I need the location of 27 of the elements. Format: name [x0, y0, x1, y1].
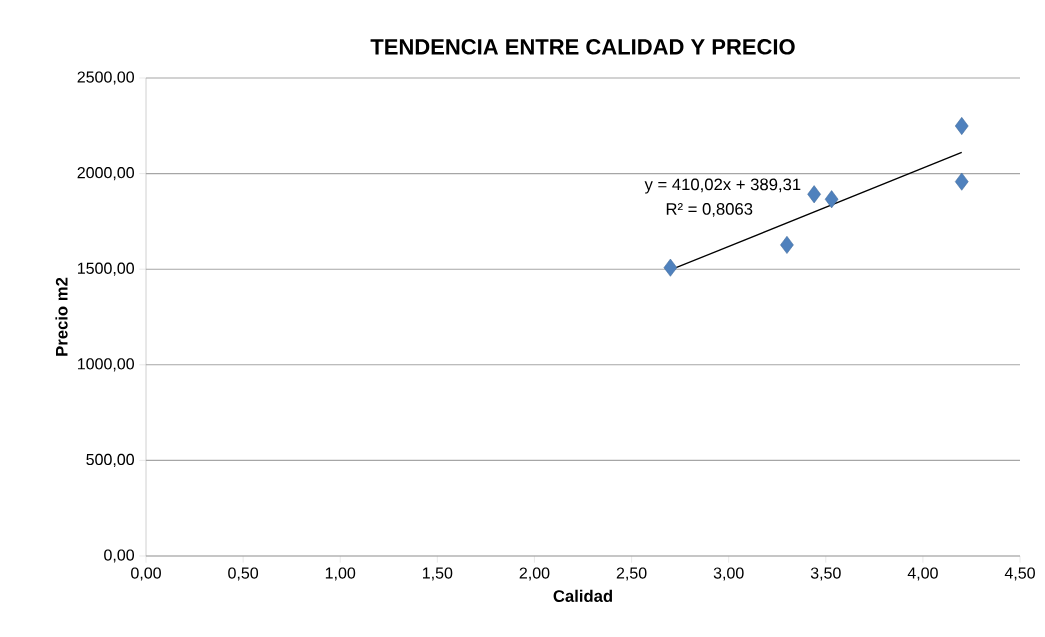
- point: [780, 235, 794, 254]
- x-tick-label: 0,50: [228, 567, 259, 581]
- y-tick-label: 1000,00: [78, 358, 134, 372]
- y-tick-label: 2000,00: [77, 167, 134, 181]
- x-tick-label: 2,50: [616, 567, 647, 581]
- x-tick-label: 4,50: [1004, 567, 1035, 581]
- y-axis-title: Precio m2: [55, 277, 68, 356]
- annotation: R² = 0,8063: [666, 203, 753, 217]
- x-tick-label: 1,00: [325, 567, 356, 581]
- y-tick-label: 500,00: [86, 453, 134, 468]
- chart-title: TENDENCIA ENTRE CALIDAD Y PRECIO: [370, 39, 795, 55]
- x-tick-label: 2,00: [519, 567, 550, 581]
- point: [824, 190, 839, 209]
- x-tick-label: 3,00: [713, 567, 744, 581]
- point: [954, 117, 969, 135]
- point: [807, 185, 821, 204]
- x-tick-label: 4,00: [907, 567, 938, 581]
- x-tick-label: 3,50: [810, 567, 841, 581]
- point: [954, 172, 969, 191]
- x-tick-label: 1,50: [422, 567, 453, 581]
- point: [663, 258, 678, 277]
- y-tick-label: 2500,00: [77, 71, 134, 85]
- y-tick-label: 0,00: [104, 549, 135, 563]
- x-axis-title: Calidad: [553, 589, 612, 602]
- y-tick-label: 1500,00: [78, 262, 134, 276]
- x-tick-label: 0,00: [131, 567, 161, 581]
- annotation: y = 410,02x + 389,31: [644, 178, 801, 194]
